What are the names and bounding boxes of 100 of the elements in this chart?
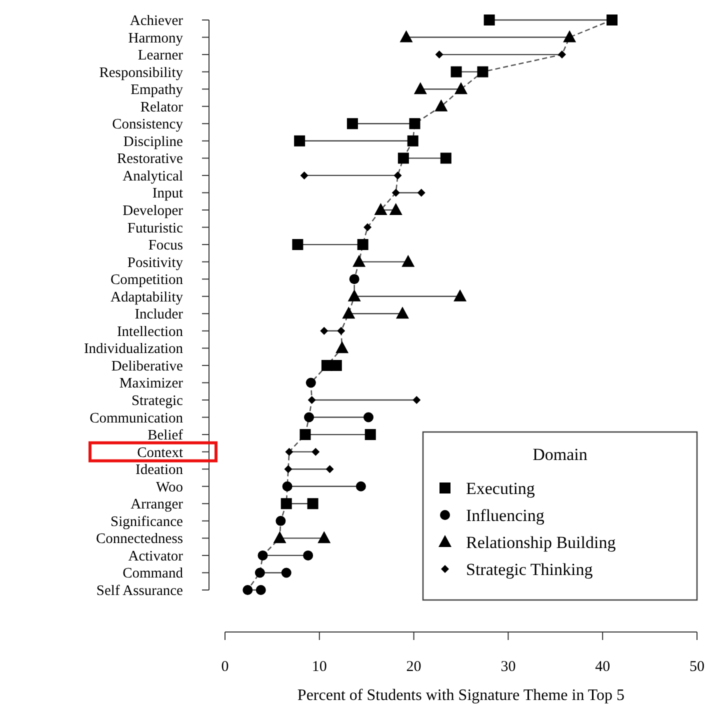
point — [389, 203, 402, 215]
point — [558, 50, 566, 59]
y-tick-label: Individualization — [84, 341, 184, 358]
point — [454, 82, 468, 94]
point — [357, 239, 368, 250]
point — [484, 14, 495, 26]
point — [242, 585, 253, 595]
y-tick-label: Empathy — [130, 82, 184, 98]
point — [254, 568, 265, 578]
point — [320, 326, 328, 335]
point — [402, 254, 415, 267]
point — [477, 66, 488, 78]
point — [434, 99, 448, 112]
y-tick-label: Competition — [110, 272, 184, 288]
y-tick-label: Focus — [148, 238, 184, 254]
y-tick-label: Consistency — [112, 116, 184, 133]
y-tick-label: Belief — [148, 428, 184, 444]
y-tick-label: Harmony — [128, 30, 184, 46]
y-tick-label: Intellection — [116, 324, 184, 340]
point — [606, 14, 618, 26]
y-tick-label: Strategic — [131, 393, 183, 409]
x-tick-label: 0 — [221, 659, 229, 675]
point — [563, 30, 576, 42]
point — [303, 550, 314, 560]
point — [349, 274, 360, 284]
point — [396, 306, 409, 319]
point — [294, 135, 306, 146]
point — [308, 396, 316, 404]
x-tick-label: 30 — [500, 659, 516, 675]
y-tick-label: Significance — [110, 514, 183, 530]
point — [342, 306, 356, 319]
point — [356, 481, 366, 492]
point — [307, 498, 318, 510]
point — [258, 550, 268, 560]
y-tick-label: Woo — [156, 479, 183, 496]
point — [409, 118, 420, 130]
point — [306, 378, 316, 388]
point — [300, 429, 311, 440]
point — [414, 82, 427, 94]
y-tick-label: Developer — [122, 203, 184, 219]
y-tick-label: Analytical — [122, 168, 183, 184]
point — [394, 171, 402, 180]
point — [276, 516, 286, 526]
point — [336, 341, 349, 354]
y-tick-label: Learner — [138, 48, 184, 64]
y-tick-label: Communication — [90, 410, 184, 426]
point — [282, 481, 292, 492]
y-tick-label: Arranger — [130, 496, 184, 513]
point — [412, 396, 421, 404]
point — [330, 360, 342, 371]
y-tick-label: Activator — [128, 548, 184, 564]
x-tick-label: 40 — [595, 659, 610, 675]
x-tick-label: 20 — [406, 659, 422, 675]
point — [440, 152, 452, 164]
point — [318, 531, 331, 544]
point — [300, 171, 308, 180]
x-axis-title: Percent of Students with Signature Theme in Top 5 — [297, 687, 625, 704]
legend-label: Relationship Building — [466, 533, 616, 552]
point — [392, 188, 400, 197]
point — [326, 465, 334, 474]
point — [256, 585, 266, 595]
point — [273, 531, 286, 544]
legend-label: Executing — [466, 479, 536, 498]
y-tick-label: Positivity — [127, 254, 184, 271]
point — [281, 568, 292, 578]
point — [363, 412, 374, 422]
y-tick-label: Discipline — [123, 134, 183, 150]
y-tick-label: Includer — [134, 306, 184, 323]
y-tick-label: Context — [137, 444, 183, 461]
point — [280, 498, 292, 510]
legend-label: Strategic Thinking — [466, 560, 594, 579]
point — [400, 30, 413, 42]
point — [346, 118, 358, 130]
point — [374, 203, 388, 215]
point — [312, 448, 320, 456]
y-tick-label: Futuristic — [127, 220, 183, 236]
point — [454, 289, 467, 302]
point — [435, 50, 444, 59]
x-tick-label: 10 — [312, 659, 327, 675]
point — [364, 223, 372, 232]
x-tick-label: 50 — [690, 659, 704, 675]
point — [284, 465, 292, 474]
y-tick-label: Self Assurance — [96, 583, 183, 599]
legend-label: Influencing — [466, 506, 545, 525]
point — [292, 239, 304, 250]
point — [417, 188, 426, 197]
y-tick-label: Relator — [140, 99, 184, 116]
y-tick-label: Adaptability — [110, 289, 184, 306]
point — [398, 152, 409, 164]
y-tick-label: Responsibility — [99, 64, 184, 81]
point — [364, 429, 376, 440]
legend-title: Domain — [532, 445, 588, 464]
point — [304, 412, 314, 422]
y-tick-label: Maximizer — [119, 376, 184, 392]
y-tick-label: Ideation — [135, 462, 184, 478]
y-tick-label: Input — [152, 186, 183, 202]
y-tick-label: Achiever — [130, 13, 184, 29]
point — [348, 289, 361, 302]
point — [450, 66, 462, 78]
point — [337, 326, 346, 335]
